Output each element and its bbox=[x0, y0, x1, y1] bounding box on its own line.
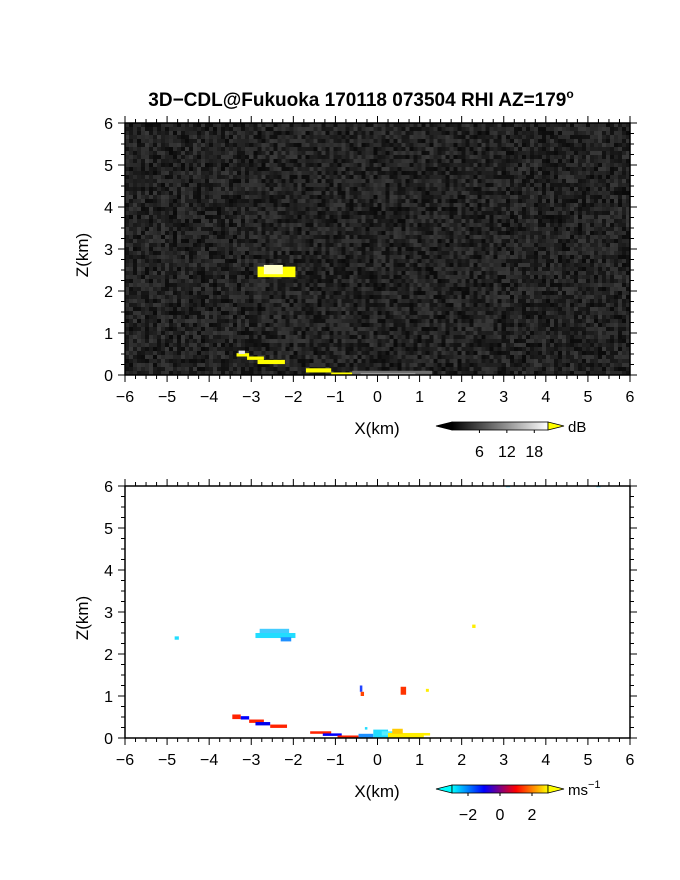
y-axis-label: Z(km) bbox=[73, 596, 92, 640]
data-feature-17 bbox=[322, 733, 342, 736]
data-feature-3 bbox=[238, 350, 245, 354]
data-feature-4 bbox=[247, 356, 264, 360]
data-feature-9 bbox=[360, 372, 416, 375]
data-feature-23 bbox=[392, 728, 403, 734]
colorbar-over-arrow bbox=[547, 784, 565, 794]
plot-noise-texture bbox=[125, 123, 630, 375]
x-tick-label-3: −3 bbox=[242, 389, 260, 406]
plot-background bbox=[125, 486, 630, 738]
y-tick-label-1: 1 bbox=[104, 689, 113, 706]
colorbar-unit-label: ms−1 bbox=[568, 779, 601, 799]
x-tick-label-11: 5 bbox=[583, 389, 592, 406]
y-tick-label-2: 2 bbox=[104, 647, 113, 664]
colorbar-under-arrow bbox=[435, 784, 453, 794]
x-tick-label-1: −5 bbox=[158, 389, 176, 406]
y-tick-label-3: 3 bbox=[104, 605, 113, 622]
colorbar-bar bbox=[451, 784, 549, 794]
colorbar-tick-label-2: 2 bbox=[528, 807, 537, 824]
data-feature-22 bbox=[388, 732, 424, 738]
x-tick-label-2: −4 bbox=[200, 752, 218, 769]
data-feature-12 bbox=[240, 716, 250, 720]
x-tick-label-1: −5 bbox=[158, 752, 176, 769]
y-tick-label-5: 5 bbox=[104, 521, 113, 538]
x-tick-label-7: 1 bbox=[415, 752, 424, 769]
y-tick-label-6: 6 bbox=[104, 479, 113, 496]
data-feature-15 bbox=[270, 724, 288, 728]
x-tick-label-0: −6 bbox=[116, 752, 134, 769]
x-tick-label-8: 2 bbox=[457, 389, 466, 406]
colorbar-tick-label-0: −2 bbox=[459, 807, 477, 824]
data-feature-1 bbox=[263, 264, 283, 275]
x-tick-label-2: −4 bbox=[200, 389, 218, 406]
x-tick-label-11: 5 bbox=[583, 752, 592, 769]
colorbar-tick-label-1: 0 bbox=[496, 807, 505, 824]
colorbar-tick-label-1: 12 bbox=[498, 444, 516, 461]
title-degree-superscript: o bbox=[566, 87, 573, 101]
data-feature-18 bbox=[337, 735, 359, 738]
x-tick-label-4: −2 bbox=[284, 389, 302, 406]
colorbar-under-arrow bbox=[435, 421, 453, 431]
x-tick-label-10: 4 bbox=[541, 389, 550, 406]
data-feature-3 bbox=[280, 637, 292, 642]
y-tick-label-6: 6 bbox=[104, 116, 113, 133]
x-axis-label: X(km) bbox=[354, 419, 399, 438]
x-tick-label-7: 1 bbox=[415, 389, 424, 406]
y-tick-label-0: 0 bbox=[104, 731, 113, 748]
x-tick-label-3: −3 bbox=[242, 752, 260, 769]
colorbar-over-arrow bbox=[547, 421, 565, 431]
x-tick-label-6: 0 bbox=[373, 389, 382, 406]
x-tick-label-5: −1 bbox=[326, 389, 344, 406]
figure-title: 3D−CDL@Fukuoka 170118 073504 RHI AZ=179o bbox=[148, 87, 573, 111]
x-tick-label-10: 4 bbox=[541, 752, 550, 769]
x-tick-label-4: −2 bbox=[284, 752, 302, 769]
data-feature-6 bbox=[305, 368, 332, 373]
x-tick-label-8: 2 bbox=[457, 752, 466, 769]
data-feature-0 bbox=[174, 636, 179, 640]
x-tick-label-6: 0 bbox=[373, 752, 382, 769]
y-tick-label-2: 2 bbox=[104, 284, 113, 301]
data-feature-2 bbox=[236, 353, 250, 357]
data-feature-4 bbox=[472, 624, 476, 628]
data-feature-5 bbox=[257, 359, 285, 365]
data-feature-14 bbox=[255, 722, 271, 726]
x-tick-label-9: 3 bbox=[499, 752, 508, 769]
x-tick-label-9: 3 bbox=[499, 389, 508, 406]
data-feature-10 bbox=[425, 688, 429, 692]
colorbar-tick-label-0: 6 bbox=[475, 444, 484, 461]
x-tick-label-0: −6 bbox=[116, 389, 134, 406]
data-feature-7 bbox=[359, 685, 363, 692]
colorbar-tick-label-2: 18 bbox=[525, 444, 543, 461]
data-feature-8 bbox=[360, 691, 365, 696]
y-tick-label-4: 4 bbox=[104, 563, 113, 580]
data-feature-2 bbox=[259, 628, 290, 633]
y-tick-label-3: 3 bbox=[104, 242, 113, 259]
velocity-panel: −6 −5 −4 −3 −2 −1 0 1 2 3 4 5 6 0 1 2 3 4 5 6 X(km) Z(km) −2 0 2… bbox=[73, 479, 637, 824]
x-axis-label: X(km) bbox=[354, 782, 399, 801]
data-feature-13 bbox=[249, 719, 264, 723]
y-tick-label-0: 0 bbox=[104, 368, 113, 385]
x-tick-label-12: 6 bbox=[626, 752, 635, 769]
colorbar-bar bbox=[451, 421, 549, 431]
data-feature-1 bbox=[255, 633, 296, 639]
colorbar-unit-label: dB bbox=[568, 419, 586, 436]
data-feature-9 bbox=[400, 686, 407, 695]
x-tick-label-5: −1 bbox=[326, 752, 344, 769]
data-feature-24 bbox=[421, 732, 431, 736]
data-feature-7 bbox=[331, 372, 353, 375]
data-feature-16 bbox=[310, 731, 332, 734]
data-feature-19 bbox=[358, 733, 374, 738]
y-tick-label-4: 4 bbox=[104, 200, 113, 217]
x-tick-label-12: 6 bbox=[626, 389, 635, 406]
y-tick-label-1: 1 bbox=[104, 326, 113, 343]
data-feature-25 bbox=[364, 727, 368, 730]
y-tick-label-5: 5 bbox=[104, 158, 113, 175]
y-axis-label: Z(km) bbox=[73, 233, 92, 277]
data-feature-20 bbox=[373, 729, 389, 738]
data-feature-11 bbox=[232, 714, 241, 720]
